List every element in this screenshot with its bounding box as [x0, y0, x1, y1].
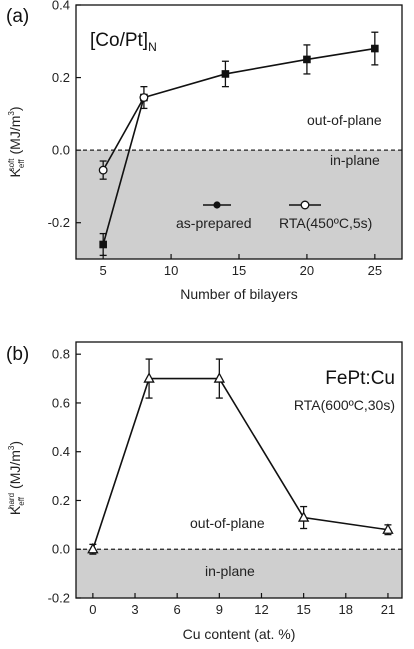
a-x-tick-label: 15 — [232, 263, 246, 278]
a-y-axis-label: Keffsoft (MJ/m3) — [7, 106, 26, 177]
b-y-tick-label: 0.2 — [52, 493, 70, 508]
b-y-tick-label: 0.0 — [52, 542, 70, 557]
b-title: FePt:Cu — [325, 368, 395, 389]
b-y-axis-label: Keffhard (MJ/m3) — [7, 441, 26, 515]
b-x-ticks: 0 3 6 9 12 15 18 21 — [89, 593, 395, 617]
b-x-tick-label: 21 — [381, 602, 395, 617]
b-y-tick-label: 0.8 — [52, 347, 70, 362]
a-legend-label-rta: RTA(450ºC,5s) — [279, 215, 372, 231]
b-ylabel-units-sup: 3 — [7, 445, 16, 450]
b-y-tick-label: 0.4 — [52, 444, 70, 459]
b-in-plane-region — [76, 549, 402, 598]
a-in-plane-region — [76, 150, 402, 259]
a-panel-label: (a) — [6, 6, 29, 27]
b-y-tick-label: -0.2 — [48, 591, 70, 606]
a-x-tick-label: 25 — [368, 263, 382, 278]
b-point — [143, 372, 155, 383]
a-point — [98, 165, 108, 175]
b-point — [297, 511, 310, 522]
a-point — [371, 44, 379, 53]
b-point — [382, 523, 394, 534]
a-legend: as-prepared RTA(450ºC,5s) — [176, 200, 372, 231]
a-x-ticks: 5 10 15 20 25 — [100, 254, 382, 278]
b-x-tick-label: 6 — [174, 602, 181, 617]
panel-b: 0 3 6 9 12 15 18 21 -0.2 0.0 0.2 0.4 0.6 0.8 (b) FeP… — [6, 341, 403, 642]
a-x-tick-label: 5 — [100, 263, 107, 278]
b-point — [213, 372, 226, 383]
b-ylabel-sup: hard — [7, 493, 16, 509]
a-legend-label-as-prepared: as-prepared — [176, 215, 252, 231]
a-point — [99, 240, 107, 249]
a-annotation-out-of-plane: out-of-plane — [307, 112, 382, 128]
a-annotation-in-plane: in-plane — [330, 152, 380, 168]
b-x-tick-label: 0 — [89, 602, 96, 617]
a-y-tick-label: -0.2 — [48, 215, 70, 230]
b-ylabel-k: K — [7, 505, 23, 515]
a-y-tick-label: 0.0 — [52, 143, 70, 158]
a-data-marks — [98, 31, 379, 257]
a-y-tick-label: 0.4 — [52, 0, 70, 13]
a-legend-marker-rta — [300, 200, 310, 210]
b-data-marks — [87, 358, 394, 555]
a-ylabel-sub: eff — [17, 159, 26, 169]
b-x-tick-label: 18 — [339, 602, 353, 617]
b-panel-label: (b) — [6, 344, 29, 365]
b-ylabel-sub: eff — [17, 496, 26, 506]
a-title: [Co/Pt]N — [90, 30, 157, 54]
b-plot-frame — [75, 341, 403, 599]
b-point — [87, 542, 99, 554]
b-y-ticks: -0.2 0.0 0.2 0.4 0.6 0.8 — [48, 347, 81, 606]
a-point — [221, 70, 230, 78]
a-y-ticks: -0.2 0.0 0.2 0.4 — [48, 0, 81, 230]
a-x-tick-label: 20 — [300, 263, 314, 278]
b-y-tick-label: 0.6 — [52, 395, 70, 410]
b-annotation-out-of-plane: out-of-plane — [190, 515, 265, 531]
a-ylabel-units: (MJ/m — [7, 116, 23, 155]
b-annotation-in-plane: in-plane — [205, 563, 255, 579]
b-x-tick-label: 9 — [216, 602, 223, 617]
a-plot-frame — [75, 4, 403, 260]
a-point — [303, 55, 311, 64]
a-series-1-line — [102, 97, 145, 171]
a-point — [139, 93, 149, 102]
a-title-main: [Co/Pt] — [90, 30, 148, 51]
a-y-tick-label: 0.2 — [52, 70, 70, 85]
a-title-sub: N — [148, 40, 157, 54]
b-x-axis-label: Cu content (at. %) — [183, 626, 296, 642]
b-condition-label: RTA(600ºC,30s) — [294, 397, 395, 413]
a-ylabel-k: K — [7, 168, 23, 178]
panel-a: 5 10 15 20 25 -0.2 0.0 0.2 0.4 (a) [Co/Pt]N out… — [6, 0, 403, 302]
a-ylabel-units-end: ) — [7, 106, 23, 111]
b-x-tick-label: 12 — [254, 602, 268, 617]
a-legend-marker-as-prepared — [213, 201, 221, 209]
a-ylabel-sup: soft — [7, 158, 16, 172]
b-x-tick-label: 15 — [296, 602, 310, 617]
b-x-tick-label: 3 — [131, 602, 138, 617]
b-ylabel-units: (MJ/m — [7, 450, 23, 489]
a-x-axis-label: Number of bilayers — [180, 286, 298, 302]
a-x-tick-label: 10 — [164, 263, 178, 278]
b-ylabel-units-end: ) — [7, 441, 23, 446]
a-ylabel-units-sup: 3 — [7, 111, 16, 116]
